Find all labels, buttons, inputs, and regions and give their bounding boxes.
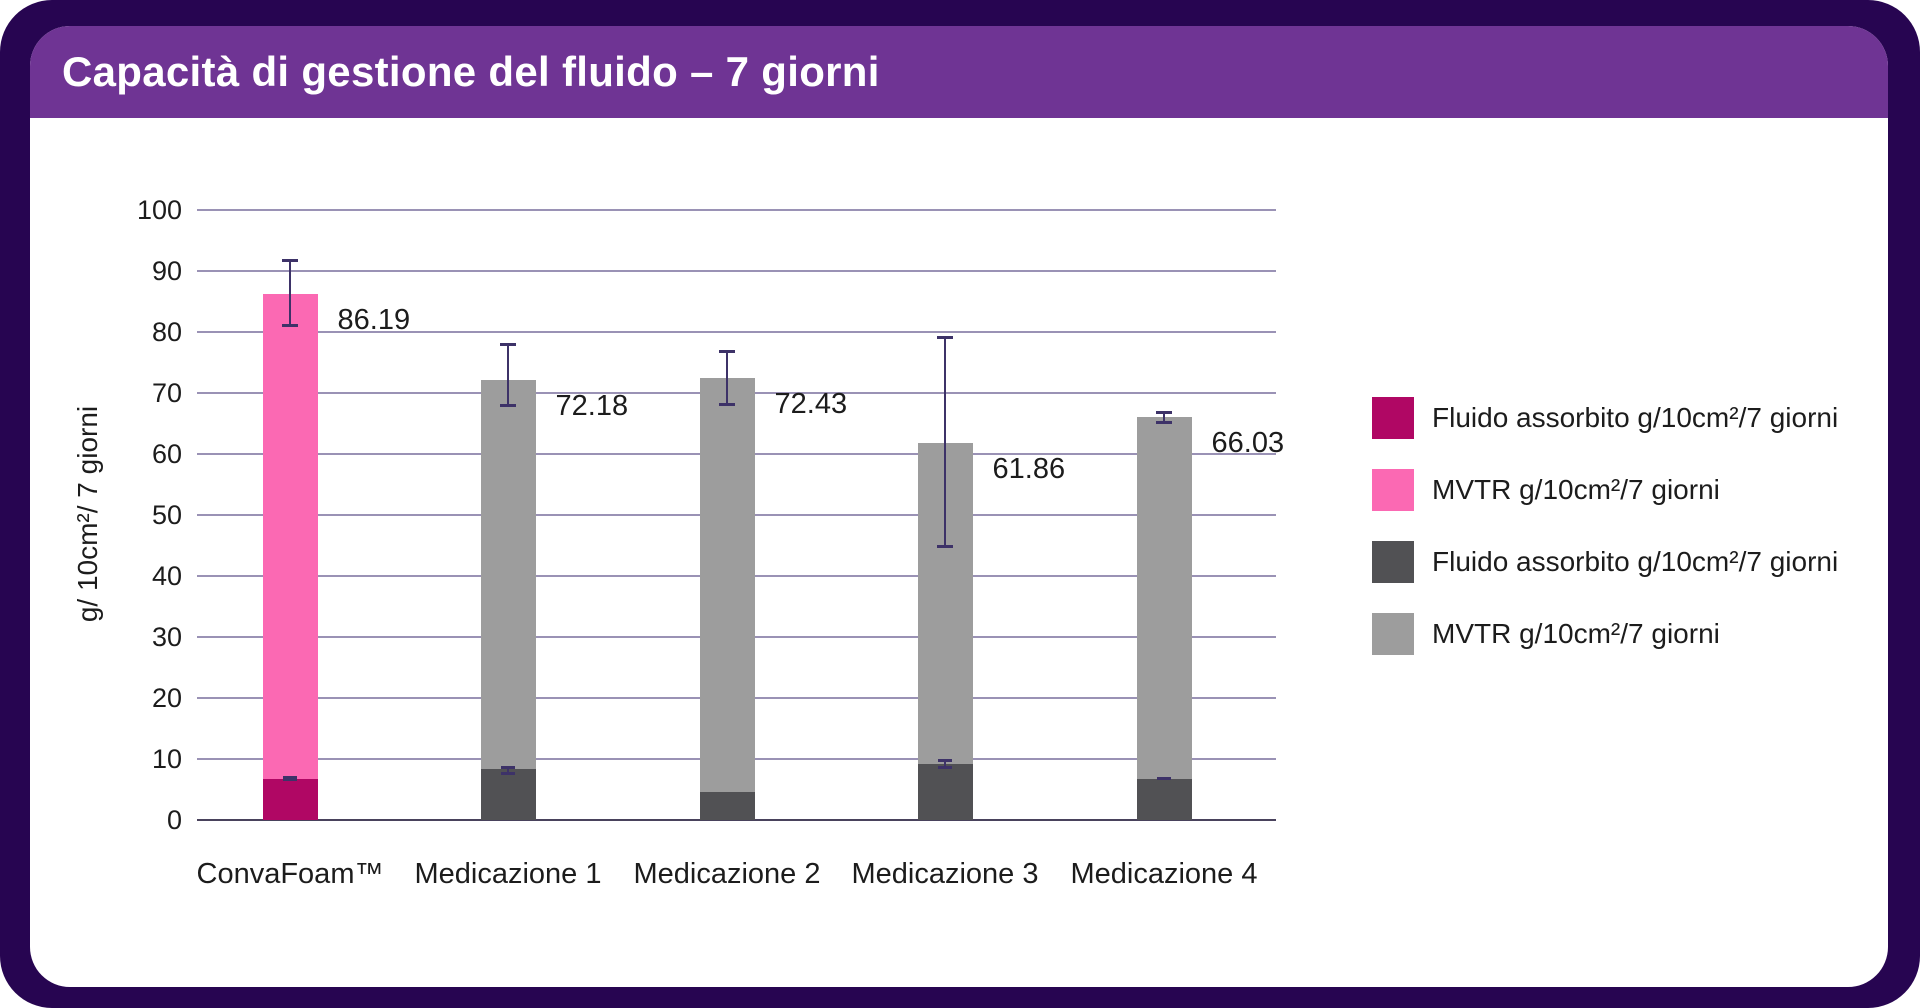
legend-label: MVTR g/10cm²/7 giorni (1432, 618, 1720, 649)
legend-item: Fluido assorbito g/10cm²/7 giorni (1372, 541, 1838, 583)
legend-label: MVTR g/10cm²/7 giorni (1432, 474, 1720, 505)
legend-swatch-fluido-competitor-icon (1372, 541, 1414, 583)
legend-item: Fluido assorbito g/10cm²/7 giorni (1372, 397, 1838, 439)
legend-item: MVTR g/10cm²/7 giorni (1372, 613, 1838, 655)
page-title: Capacità di gestione del fluido – 7 gior… (62, 48, 880, 95)
legend-label: Fluido assorbito g/10cm²/7 giorni (1432, 546, 1839, 577)
legend-item: MVTR g/10cm²/7 giorni (1372, 469, 1838, 511)
legend: Fluido assorbito g/10cm²/7 giorni MVTR g… (1372, 397, 1838, 685)
legend-swatch-fluido-convafoam-icon (1372, 397, 1414, 439)
title-bar: Capacità di gestione del fluido – 7 gior… (30, 26, 1888, 118)
legend-swatch-mvtr-competitor-icon (1372, 613, 1414, 655)
legend-swatch-mvtr-convafoam-icon (1372, 469, 1414, 511)
legend-label: Fluido assorbito g/10cm²/7 giorni (1432, 402, 1839, 433)
